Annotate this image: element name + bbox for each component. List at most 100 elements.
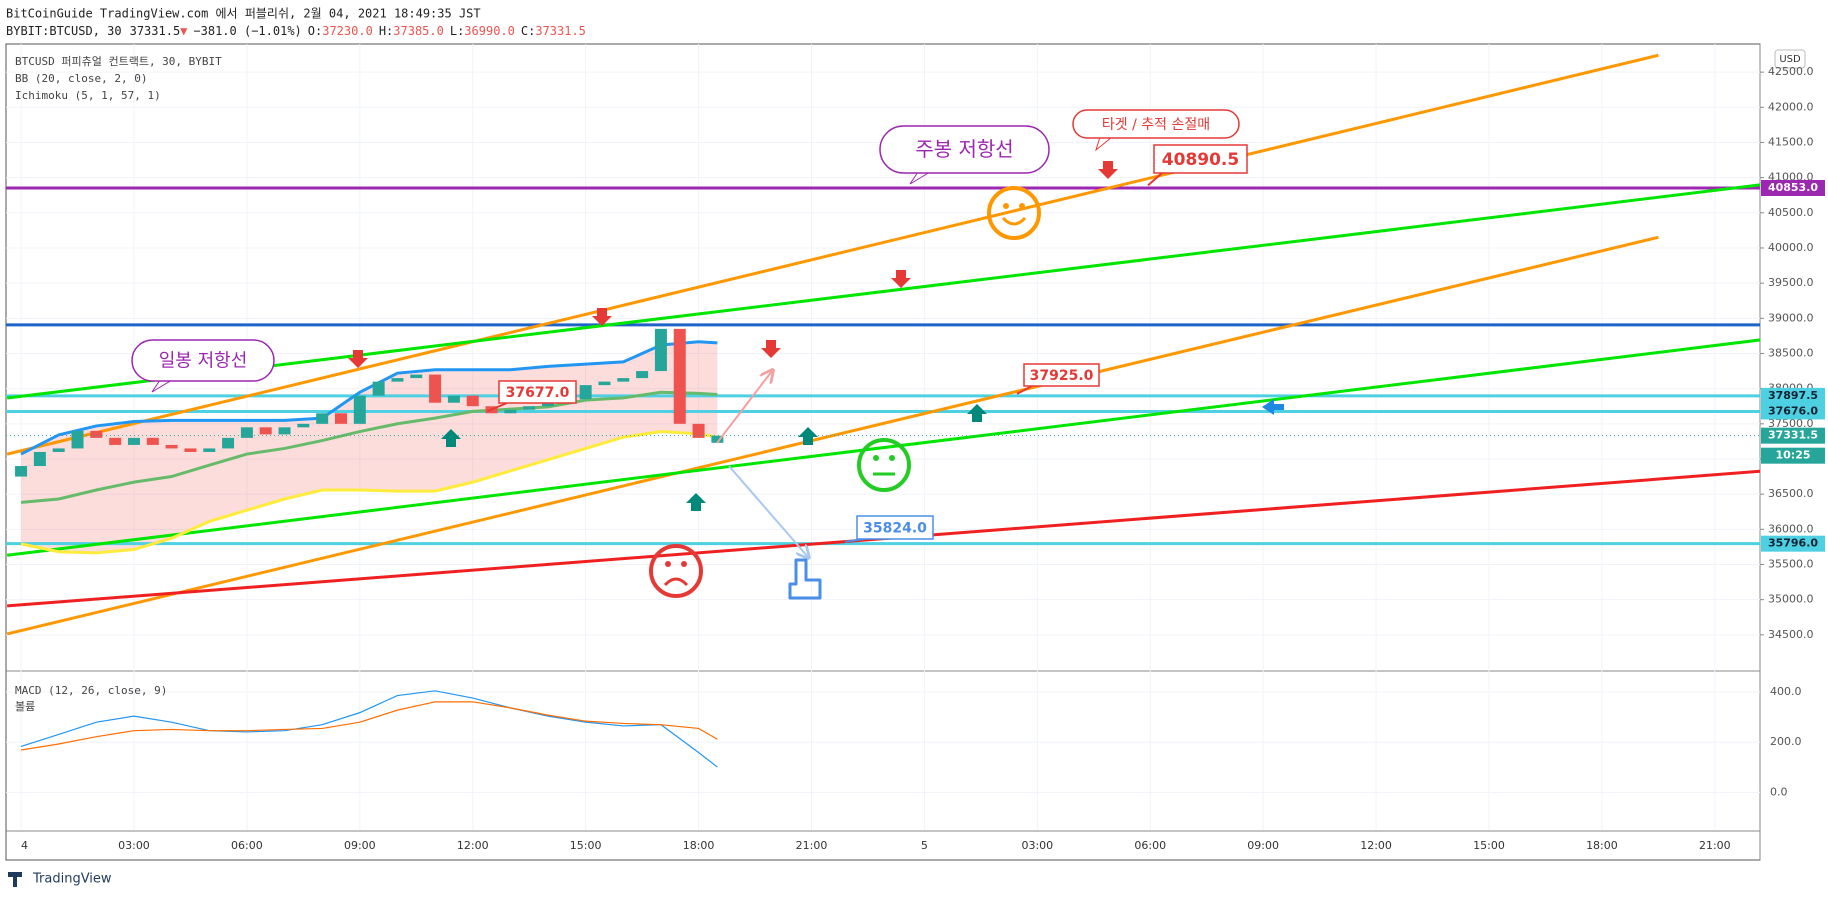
x-tick-label: 15:00	[1473, 839, 1505, 852]
x-tick-label: 03:00	[1021, 839, 1053, 852]
candle	[203, 448, 216, 452]
candle	[71, 430, 84, 449]
face-eye	[665, 561, 671, 567]
candle	[579, 385, 592, 400]
y-tick-label: 38500.0	[1768, 346, 1814, 359]
drawing-arrow	[761, 340, 781, 358]
face-eye	[681, 561, 687, 567]
callout-price: 35824.0	[863, 521, 927, 537]
callout-pointer	[486, 402, 508, 413]
candle	[372, 381, 385, 396]
candle	[692, 423, 705, 438]
callout-price: 37925.0	[1030, 368, 1094, 384]
candle	[15, 466, 28, 477]
publish-info: BitCoinGuide TradingView.com 에서 퍼블리쉬, 2월…	[6, 7, 481, 21]
y-tick-label: 34500.0	[1768, 628, 1814, 641]
y-tick-label: 42000.0	[1768, 100, 1814, 113]
legend-item: BTCUSD 퍼피츄얼 컨트랙트, 30, BYBIT	[15, 54, 222, 68]
x-tick-label: 06:00	[1134, 839, 1166, 852]
candle	[278, 427, 291, 435]
candle	[52, 448, 65, 452]
currency-button	[1774, 49, 1806, 69]
footer: TradingView	[32, 872, 112, 887]
callout-text: 타겟 / 추적 손절매	[1102, 117, 1210, 133]
callout-box	[1153, 144, 1248, 174]
trend-line	[6, 235, 1659, 636]
callout-box	[856, 515, 934, 540]
indicator-line	[20, 390, 718, 504]
face	[987, 186, 1041, 240]
callout-pointer	[1016, 385, 1033, 395]
candle	[410, 374, 423, 379]
x-tick-label: 09:00	[1247, 839, 1279, 852]
x-tick-label: 18:00	[1586, 839, 1618, 852]
candle	[33, 451, 46, 467]
face-eye	[1019, 203, 1025, 209]
logo	[8, 872, 22, 887]
legend-item: BB (20, close, 2, 0)	[15, 72, 147, 85]
drawing-arrow	[441, 429, 461, 447]
drawing-ray	[716, 371, 772, 444]
candle	[466, 395, 479, 407]
x-tick-label: 09:00	[344, 839, 376, 852]
chart-frame	[5, 43, 1761, 861]
candle	[654, 328, 667, 372]
callout-text: 일봉 저항선	[159, 351, 248, 372]
face	[649, 544, 703, 598]
symbol: BYBIT:BTCUSD, 30	[6, 24, 122, 38]
trend-line	[6, 338, 1760, 557]
price-tag	[1761, 535, 1825, 552]
price-tag-label: 40853.0	[1768, 181, 1818, 194]
drawing-arrow	[1262, 399, 1284, 415]
ohlc-value: 37331.5	[535, 24, 586, 38]
ohlc-key: L:	[450, 24, 464, 38]
x-tick-label: 18:00	[683, 839, 715, 852]
x-tick-label: 15:00	[570, 839, 602, 852]
indicator-line	[20, 430, 718, 555]
x-tick-label: 5	[921, 839, 928, 852]
candle	[316, 413, 329, 424]
price-tag-label: 35796.0	[1768, 537, 1818, 550]
ohlc-value: 36990.0	[464, 24, 515, 38]
y-tick-label: 36500.0	[1768, 487, 1814, 500]
candle	[184, 448, 197, 452]
y-tick-label: 39500.0	[1768, 276, 1814, 289]
countdown-box	[1761, 447, 1825, 464]
candle	[542, 402, 555, 407]
trend-line	[6, 183, 1760, 400]
callout-box	[879, 125, 1050, 174]
candle	[259, 427, 272, 435]
price-tag-label: 37897.5	[1768, 389, 1818, 402]
x-tick-label: 4	[21, 839, 28, 852]
x-tick-label: 12:00	[457, 839, 489, 852]
change: −381.0 (−1.01%)	[193, 24, 301, 38]
ohlc-value: 37230.0	[322, 24, 373, 38]
callout-tail	[909, 171, 931, 185]
candle	[391, 378, 404, 382]
price-tag	[1761, 403, 1825, 420]
ohlc-key: O:	[308, 24, 322, 38]
callout-box	[1023, 363, 1100, 387]
trend-line	[6, 53, 1659, 456]
drawing-arrow	[348, 350, 368, 368]
drawing-arrow	[891, 270, 911, 288]
hand-icon	[788, 558, 822, 600]
candle	[447, 395, 460, 403]
candle	[636, 371, 649, 379]
price-tag	[1761, 179, 1825, 196]
callout-tail	[1095, 136, 1113, 152]
x-tick-label: 03:00	[118, 839, 150, 852]
candle	[146, 437, 159, 445]
face-mouth	[1001, 216, 1027, 226]
y-tick-label: 39000.0	[1768, 311, 1814, 324]
ohlc-key: H:	[379, 24, 393, 38]
candle	[109, 437, 122, 445]
drawing-arrow	[798, 427, 818, 445]
face-mouth	[663, 577, 689, 587]
callout-pointer	[1147, 172, 1163, 187]
price-tag-label: 37331.5	[1768, 429, 1818, 442]
legend-item: Ichimoku (5, 1, 57, 1)	[15, 89, 161, 102]
arrow: ▼	[180, 24, 188, 38]
candle	[353, 395, 366, 424]
candle	[297, 423, 310, 428]
